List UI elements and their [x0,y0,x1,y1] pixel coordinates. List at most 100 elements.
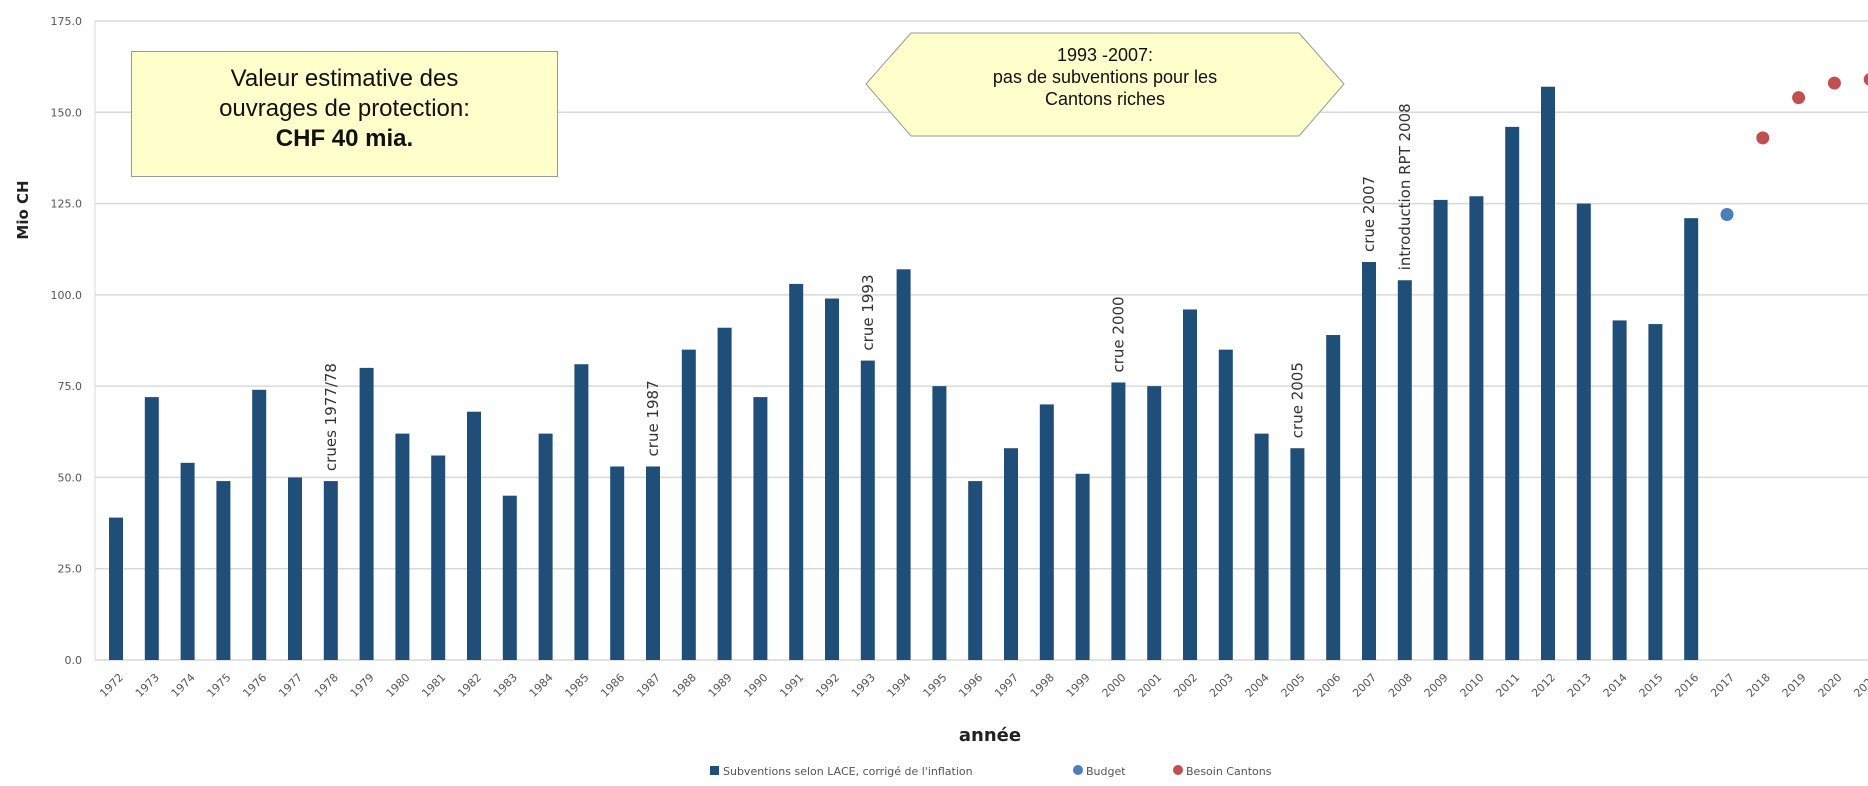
box-line-3: CHF 40 mia. [275,125,414,152]
bar-1972 [109,517,123,660]
point-budget-2017 [1720,208,1734,222]
annotation-2000: crue 2000 [1109,296,1127,372]
legend-label: Subventions selon LACE, corrigé de l'inf… [723,765,973,778]
x-tick-label: 1992 [813,671,842,700]
box-line-2: ouvrages de protection: [219,95,470,122]
bar-1977 [288,477,302,660]
x-tick-label: 2014 [1601,671,1630,700]
x-tick-label: 1974 [169,671,198,700]
annotation-2005: crue 2005 [1288,362,1306,438]
x-tick-label: 1973 [133,671,162,700]
bar-2015 [1648,324,1663,660]
x-tick-label: 1999 [1064,671,1093,700]
x-tick-label: 2000 [1100,671,1129,700]
bar-2003 [1218,349,1233,660]
bar-1973 [144,397,159,660]
x-tick-label: 2021 [1851,671,1868,700]
bar-2002 [1183,309,1197,660]
legend-swatch-point [1173,765,1183,775]
x-tick-label: 1983 [491,671,520,700]
x-tick-label: 2013 [1565,671,1594,700]
bar-2000 [1111,382,1126,660]
y-tick-label: 100.0 [51,289,83,302]
callout-1993-2007: 1993 -2007: pas de subventions pour les … [865,32,1345,137]
x-tick-label: 2010 [1458,671,1487,700]
point-besoin-cantons-2019 [1792,91,1806,105]
bar-1996 [968,481,983,660]
bar-1978 [323,481,338,660]
y-axis: 0.0 25.0 50.0 75.0 100.0 125.0 150.0 175.0 [51,15,96,667]
x-tick-label: 1977 [276,671,305,700]
x-tick-label: 2015 [1637,671,1666,700]
x-tick-label: 1987 [634,671,663,700]
x-tick-label: 1988 [670,671,699,700]
bar-1987 [646,466,660,660]
x-tick-label: 1972 [97,671,126,700]
y-axis-label: Mio CH [14,180,32,239]
legend-label: Budget [1086,765,1126,778]
bar-2016 [1684,218,1699,661]
callout-shape [865,32,1345,137]
bar-1975 [216,481,231,660]
x-axis-label: année [959,725,1021,746]
bar-1983 [502,495,517,660]
x-tick-label: 1990 [742,671,771,700]
y-tick-label: 50.0 [58,471,83,484]
y-tick-label: 0.0 [65,654,83,667]
y-tick-label: 175.0 [51,15,83,28]
x-tick-label: 1981 [419,671,448,700]
bar-1999 [1075,473,1090,660]
bar-1979 [359,367,374,660]
x-tick-label: 1989 [706,671,735,700]
x-tick-label: 2009 [1422,671,1451,700]
bar-1993 [860,360,875,660]
x-tick-label: 1998 [1028,671,1057,700]
x-tick-label: 1982 [455,671,484,700]
callout-line-2: pas de subventions pour les [992,67,1218,87]
x-tick-label: 1994 [885,671,914,700]
bar-1981 [431,455,446,660]
x-tick-label: 1979 [348,671,377,700]
bars [109,86,1699,661]
bar-2008 [1397,280,1412,660]
x-tick-label: 2020 [1816,671,1845,700]
x-tick-label: 1975 [205,671,234,700]
x-tick-label: 1993 [849,671,878,700]
y-tick-label: 150.0 [51,106,83,119]
bar-1974 [180,462,195,660]
x-tick-label: 2017 [1708,671,1737,700]
point-besoin-cantons-2021 [1863,73,1868,86]
box-line-1: Valeur estimative des [230,65,459,92]
bar-1985 [574,364,589,660]
x-tick-label: 2006 [1314,671,1343,700]
x-tick-label: 1980 [384,671,413,700]
x-tick-label: 2005 [1279,671,1308,700]
bar-2001 [1147,386,1162,660]
bar-1997 [1004,448,1018,660]
bar-2011 [1505,126,1520,661]
bar-2007 [1362,261,1376,660]
x-tick-label: 1996 [956,671,985,700]
annotation-box-value: Valeur estimative des ouvrages de protec… [131,51,558,177]
x-tick-label: 2012 [1529,671,1558,700]
bar-1990 [753,397,768,660]
x-tick-label: 2002 [1171,671,1200,700]
legend-swatch-point [1073,765,1083,775]
bar-2009 [1433,199,1448,661]
x-tick-label: 2001 [1135,671,1164,700]
x-tick-label: 1995 [921,671,950,700]
x-axis: 1972 1973 1974 1975 1976 1977 1978 1979 1980 1981… [97,671,1868,700]
bar-1980 [395,433,410,660]
bar-1992 [825,298,839,660]
x-tick-label: 2003 [1207,671,1236,700]
callout-line-1: 1993 -2007: [1056,45,1154,65]
x-tick-label: 2011 [1493,671,1522,700]
bar-2012 [1541,86,1555,661]
bar-1988 [681,349,696,660]
x-tick-label: 1985 [563,671,592,700]
x-tick-label: 2008 [1386,671,1415,700]
point-besoin-cantons-2018 [1756,131,1770,145]
callout-line-3: Cantons riches [1044,89,1166,109]
x-tick-label: 2007 [1350,671,1379,700]
y-tick-label: 25.0 [58,563,83,576]
